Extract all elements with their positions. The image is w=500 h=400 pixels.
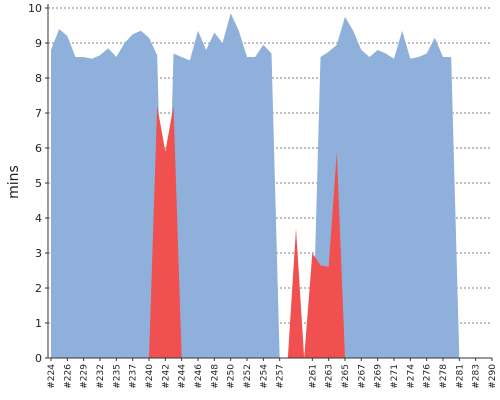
x-tick-label: #235 <box>112 364 122 389</box>
x-tick-label: #254 <box>259 364 269 389</box>
x-tick-label: #290 <box>488 364 498 389</box>
y-tick-label: 9 <box>35 37 42 50</box>
y-tick-label: 3 <box>35 247 42 260</box>
x-tick-label: #252 <box>243 364 253 389</box>
x-tick-label: #271 <box>390 364 400 389</box>
y-tick-label: 1 <box>35 317 42 330</box>
x-tick-label: #244 <box>178 364 188 389</box>
x-tick-label: #267 <box>357 364 367 389</box>
x-tick-label: #246 <box>194 364 204 389</box>
x-tick-label: #248 <box>210 364 220 389</box>
x-tick-label: #226 <box>63 364 73 389</box>
y-tick-label: 2 <box>35 282 42 295</box>
x-tick-label: #237 <box>129 364 139 389</box>
x-tick-label: #283 <box>472 364 482 389</box>
y-axis-label: mins <box>6 165 22 199</box>
series-area-2 <box>51 106 492 358</box>
series-area-1 <box>51 13 492 358</box>
x-tick-label: #224 <box>47 364 57 389</box>
y-tick-label: 10 <box>28 2 42 15</box>
x-tick-label: #265 <box>341 364 351 389</box>
x-tick-label: #278 <box>439 364 449 389</box>
y-tick-label: 0 <box>35 352 42 365</box>
y-tick-label: 8 <box>35 72 42 85</box>
x-tick-label: #274 <box>406 364 416 389</box>
x-tick-label: #250 <box>227 364 237 389</box>
x-tick-label: #269 <box>374 364 384 389</box>
x-axis-tick-labels: #224 #226 #229 #232 #235 #237 #240 #242 #244 #246… <box>47 358 498 389</box>
x-tick-label: #232 <box>96 364 106 389</box>
y-tick-label: 4 <box>35 212 42 225</box>
y-tick-label: 7 <box>35 107 42 120</box>
area-series <box>51 13 492 358</box>
x-tick-label: #263 <box>325 364 335 389</box>
y-tick-label: 5 <box>35 177 42 190</box>
axes <box>47 4 492 359</box>
y-tick-label: 6 <box>35 142 42 155</box>
x-tick-label: #261 <box>308 364 318 389</box>
x-tick-label: #240 <box>145 364 155 389</box>
x-tick-label: #276 <box>423 364 433 389</box>
x-tick-label: #257 <box>276 364 286 389</box>
x-tick-label: #229 <box>80 364 90 389</box>
x-tick-label: #242 <box>161 364 171 389</box>
x-tick-label: #281 <box>455 364 465 389</box>
y-axis-tick-labels: 0 1 2 3 4 5 6 7 8 9 10 <box>28 2 48 365</box>
